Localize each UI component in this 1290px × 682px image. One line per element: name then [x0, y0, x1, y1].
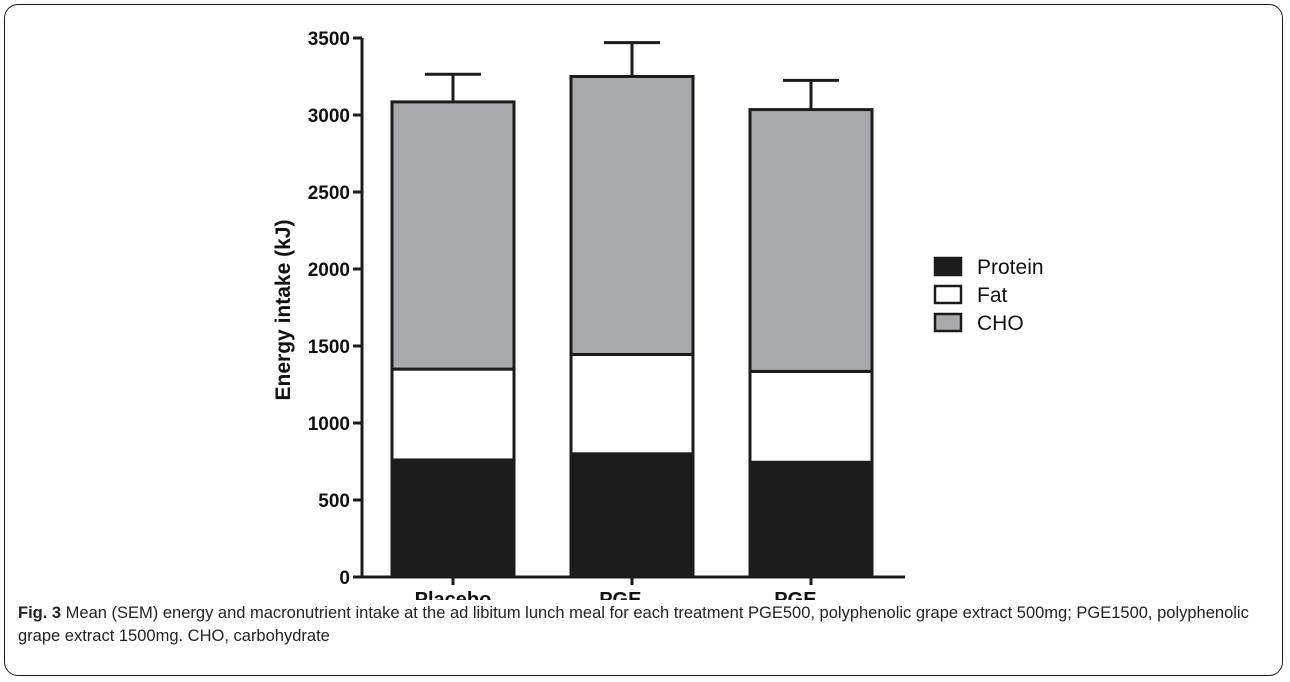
bar-segment-protein-0: [390, 458, 516, 579]
legend-swatch-fat: [933, 284, 963, 305]
bar-segment-cho-2: [748, 108, 874, 373]
y-tick-label-2000: 2000: [308, 260, 350, 281]
bar-segment-cho-0: [390, 100, 516, 371]
bar-segment-fat-0: [390, 367, 516, 462]
y-tick-label-1500: 1500: [308, 337, 350, 358]
legend-label-fat: Fat: [977, 284, 1008, 307]
y-tick-label-3500: 3500: [308, 29, 350, 50]
bar-segment-cho-1: [569, 75, 695, 356]
caption-label: Fig. 3: [18, 604, 62, 622]
y-tick-label-1000: 1000: [308, 414, 350, 435]
axes-layer: Placebo PGE500 PGE1500 0 500 1000 1500 2000 2500…: [308, 29, 905, 600]
y-tick-label-500: 500: [318, 491, 350, 512]
legend-label-cho: CHO: [977, 312, 1024, 335]
legend: Protein Fat CHO: [933, 256, 1044, 335]
bars-layer: [390, 41, 874, 579]
y-tick-label-3000: 3000: [308, 106, 350, 127]
x-tick-label-2: PGE1500: [774, 589, 848, 600]
bar-segment-protein-1: [569, 452, 695, 579]
caption-text: Mean (SEM) energy and macronutrient inta…: [18, 604, 1249, 645]
y-axis-title: Energy intake (kJ): [272, 220, 295, 401]
x-tick-label-1: PGE500: [599, 589, 665, 600]
legend-label-protein: Protein: [977, 256, 1044, 279]
bar-segment-protein-2: [748, 460, 874, 579]
x-tick-label-0: Placebo: [415, 589, 492, 600]
y-tick-label-0: 0: [339, 568, 350, 589]
figure-caption: Fig. 3 Mean (SEM) energy and macronutrie…: [18, 602, 1272, 648]
bar-segment-fat-1: [569, 352, 695, 456]
stacked-bar-chart: Placebo PGE500 PGE1500 0 500 1000 1500 2000 2500…: [272, 29, 1044, 600]
y-tick-label-2500: 2500: [308, 183, 350, 204]
legend-swatch-cho: [933, 312, 963, 333]
bar-segment-fat-2: [748, 369, 874, 464]
legend-swatch-protein: [933, 256, 963, 277]
